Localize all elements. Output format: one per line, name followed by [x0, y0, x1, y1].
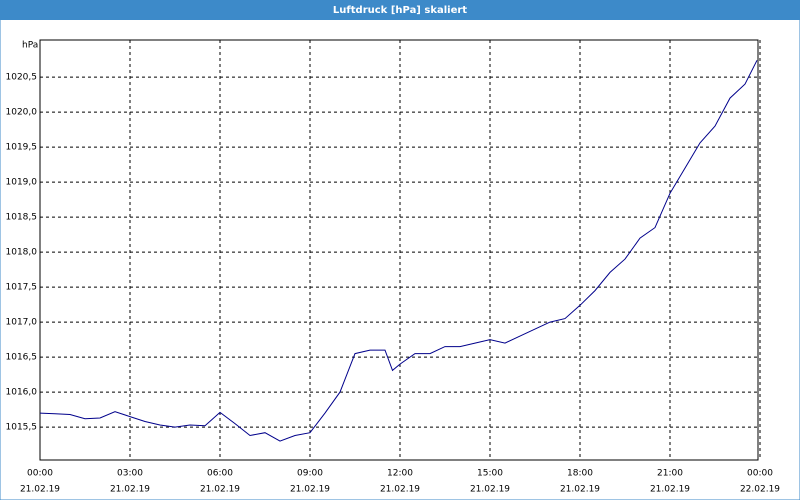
y-tick-label: 1015,5: [6, 423, 38, 433]
chart-title: Luftdruck [hPa] skaliert: [333, 5, 467, 16]
x-tick-date: 21.02.19: [20, 485, 60, 495]
x-tick-label: 18:00: [567, 469, 593, 479]
y-tick-label: 1018,0: [6, 248, 38, 258]
y-tick-label: 1016,5: [6, 353, 38, 363]
y-tick-label: 1019,5: [6, 143, 38, 153]
data-line: [39, 60, 758, 442]
x-tick-label: 09:00: [297, 469, 323, 479]
y-tick-label: 1016,0: [6, 388, 38, 398]
x-tick-label: 12:00: [387, 469, 413, 479]
y-tick-label: 1017,5: [6, 283, 38, 293]
x-tick-date: 21.02.19: [200, 485, 240, 495]
x-tick-date: 22.02.19: [740, 485, 780, 495]
title-bar: [0, 0, 800, 20]
y-tick-label: 1020,0: [6, 108, 38, 118]
x-tick-label: 03:00: [117, 469, 143, 479]
x-tick-label: 00:00: [27, 469, 53, 479]
x-tick-label: 21:00: [657, 469, 683, 479]
x-tick-date: 21.02.19: [560, 485, 600, 495]
y-tick-label: 1019,0: [6, 178, 38, 188]
x-tick-label: 06:00: [207, 469, 233, 479]
x-tick-date: 21.02.19: [380, 485, 420, 495]
y-tick-label: 1018,5: [6, 213, 38, 223]
x-tick-date: 21.02.19: [650, 485, 690, 495]
x-tick-date: 21.02.19: [290, 485, 330, 495]
y-tick-label: 1017,0: [6, 318, 38, 328]
x-tick-date: 21.02.19: [470, 485, 510, 495]
y-tick-label: 1020,5: [6, 73, 38, 83]
x-tick-label: 00:00: [747, 469, 773, 479]
x-tick-date: 21.02.19: [110, 485, 150, 495]
x-tick-label: 15:00: [477, 469, 503, 479]
y-axis-label: hPa: [22, 41, 38, 51]
